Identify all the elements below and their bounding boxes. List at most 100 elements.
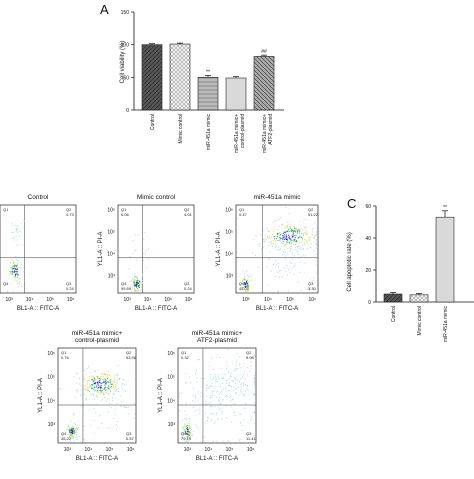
event-dot xyxy=(184,433,186,435)
event-dot xyxy=(291,236,293,238)
quadrant-name: Q3 xyxy=(308,281,314,286)
flow-plot-frame xyxy=(117,204,195,294)
event-dot xyxy=(291,235,293,237)
event-dot xyxy=(235,388,237,390)
event-dot xyxy=(306,233,308,235)
event-dot xyxy=(137,282,139,285)
event-dot xyxy=(72,432,74,434)
event-dot xyxy=(125,390,127,392)
x-tick-label: 10⁴ xyxy=(26,297,34,303)
event-dot xyxy=(12,237,14,239)
event-dot xyxy=(292,236,294,238)
event-dot xyxy=(69,440,71,442)
event-dot xyxy=(187,422,189,424)
event-dot xyxy=(231,380,233,382)
event-dot xyxy=(137,286,139,288)
event-dot xyxy=(222,399,224,401)
quadrant-name: Q4 xyxy=(121,281,127,286)
event-dot xyxy=(71,431,73,433)
event-dot xyxy=(144,231,146,233)
event-dot xyxy=(252,412,254,414)
event-dot xyxy=(314,247,316,249)
y-tick-label: 50 xyxy=(123,75,129,81)
event-dot xyxy=(68,433,70,435)
event-dot xyxy=(136,277,139,279)
event-dot xyxy=(272,240,274,242)
y-tick-label: 10⁶ xyxy=(225,207,233,213)
event-dot xyxy=(10,282,12,284)
event-dot xyxy=(129,255,131,258)
event-dot xyxy=(70,420,72,422)
event-dot xyxy=(218,408,220,411)
y-tick-label: 10³ xyxy=(108,273,116,279)
event-dot xyxy=(230,376,232,378)
event-dot xyxy=(239,356,241,358)
event-dot xyxy=(272,246,274,248)
event-dot xyxy=(14,264,16,266)
event-dot xyxy=(219,385,221,387)
event-dot xyxy=(103,381,105,383)
event-dot xyxy=(253,383,255,386)
event-dot xyxy=(282,239,284,241)
y-tick-label: 10⁵ xyxy=(47,375,55,381)
event-dot xyxy=(244,289,246,291)
event-dot xyxy=(248,285,250,288)
quadrant-name: Q1 xyxy=(61,350,67,355)
event-dot xyxy=(113,385,115,387)
event-dot xyxy=(278,225,280,227)
event-dot xyxy=(186,426,189,429)
event-dot xyxy=(107,380,109,383)
event-dot xyxy=(206,384,209,387)
event-dot xyxy=(88,379,90,382)
event-dot xyxy=(262,238,264,240)
event-dot xyxy=(263,229,265,231)
event-dot xyxy=(306,229,308,231)
event-dot xyxy=(132,253,134,255)
event-dot xyxy=(286,254,288,256)
event-dot xyxy=(243,370,246,372)
event-dot xyxy=(103,372,105,374)
event-dot xyxy=(179,421,181,423)
event-dot xyxy=(240,391,242,393)
event-dot xyxy=(109,375,111,377)
event-dot xyxy=(142,259,144,261)
event-dot xyxy=(106,374,109,376)
event-dot xyxy=(188,435,190,437)
event-dot xyxy=(129,285,131,287)
event-dot xyxy=(282,251,284,253)
event-dot xyxy=(199,412,201,414)
event-dot xyxy=(210,394,212,397)
event-dot xyxy=(315,257,317,259)
y-tick-label: 100 xyxy=(121,43,130,49)
event-dot xyxy=(104,404,106,406)
event-dot xyxy=(284,251,286,253)
event-dot xyxy=(301,244,303,246)
event-dot xyxy=(214,406,216,408)
event-dot xyxy=(11,273,13,275)
x-tick-label: 10⁶ xyxy=(308,297,316,303)
event-dot xyxy=(267,245,269,247)
event-dot xyxy=(243,395,245,397)
event-dot xyxy=(105,376,107,378)
event-dot xyxy=(238,381,241,383)
event-dot xyxy=(213,368,215,370)
event-dot xyxy=(247,284,249,287)
event-dot xyxy=(106,404,108,406)
event-dot xyxy=(96,375,98,377)
event-dot xyxy=(295,227,297,229)
event-dot xyxy=(295,240,297,243)
event-dot xyxy=(121,401,123,403)
event-dot xyxy=(114,390,116,392)
event-dot xyxy=(102,393,104,395)
event-dot xyxy=(16,273,18,275)
event-dot xyxy=(246,280,248,282)
event-dot xyxy=(236,359,238,361)
event-dot xyxy=(303,221,305,224)
event-dot xyxy=(282,242,284,244)
event-dot xyxy=(217,418,219,420)
bar xyxy=(225,77,247,111)
event-dot xyxy=(218,399,220,401)
event-dot xyxy=(293,273,295,275)
event-dot xyxy=(102,389,104,391)
event-dot xyxy=(274,220,276,222)
